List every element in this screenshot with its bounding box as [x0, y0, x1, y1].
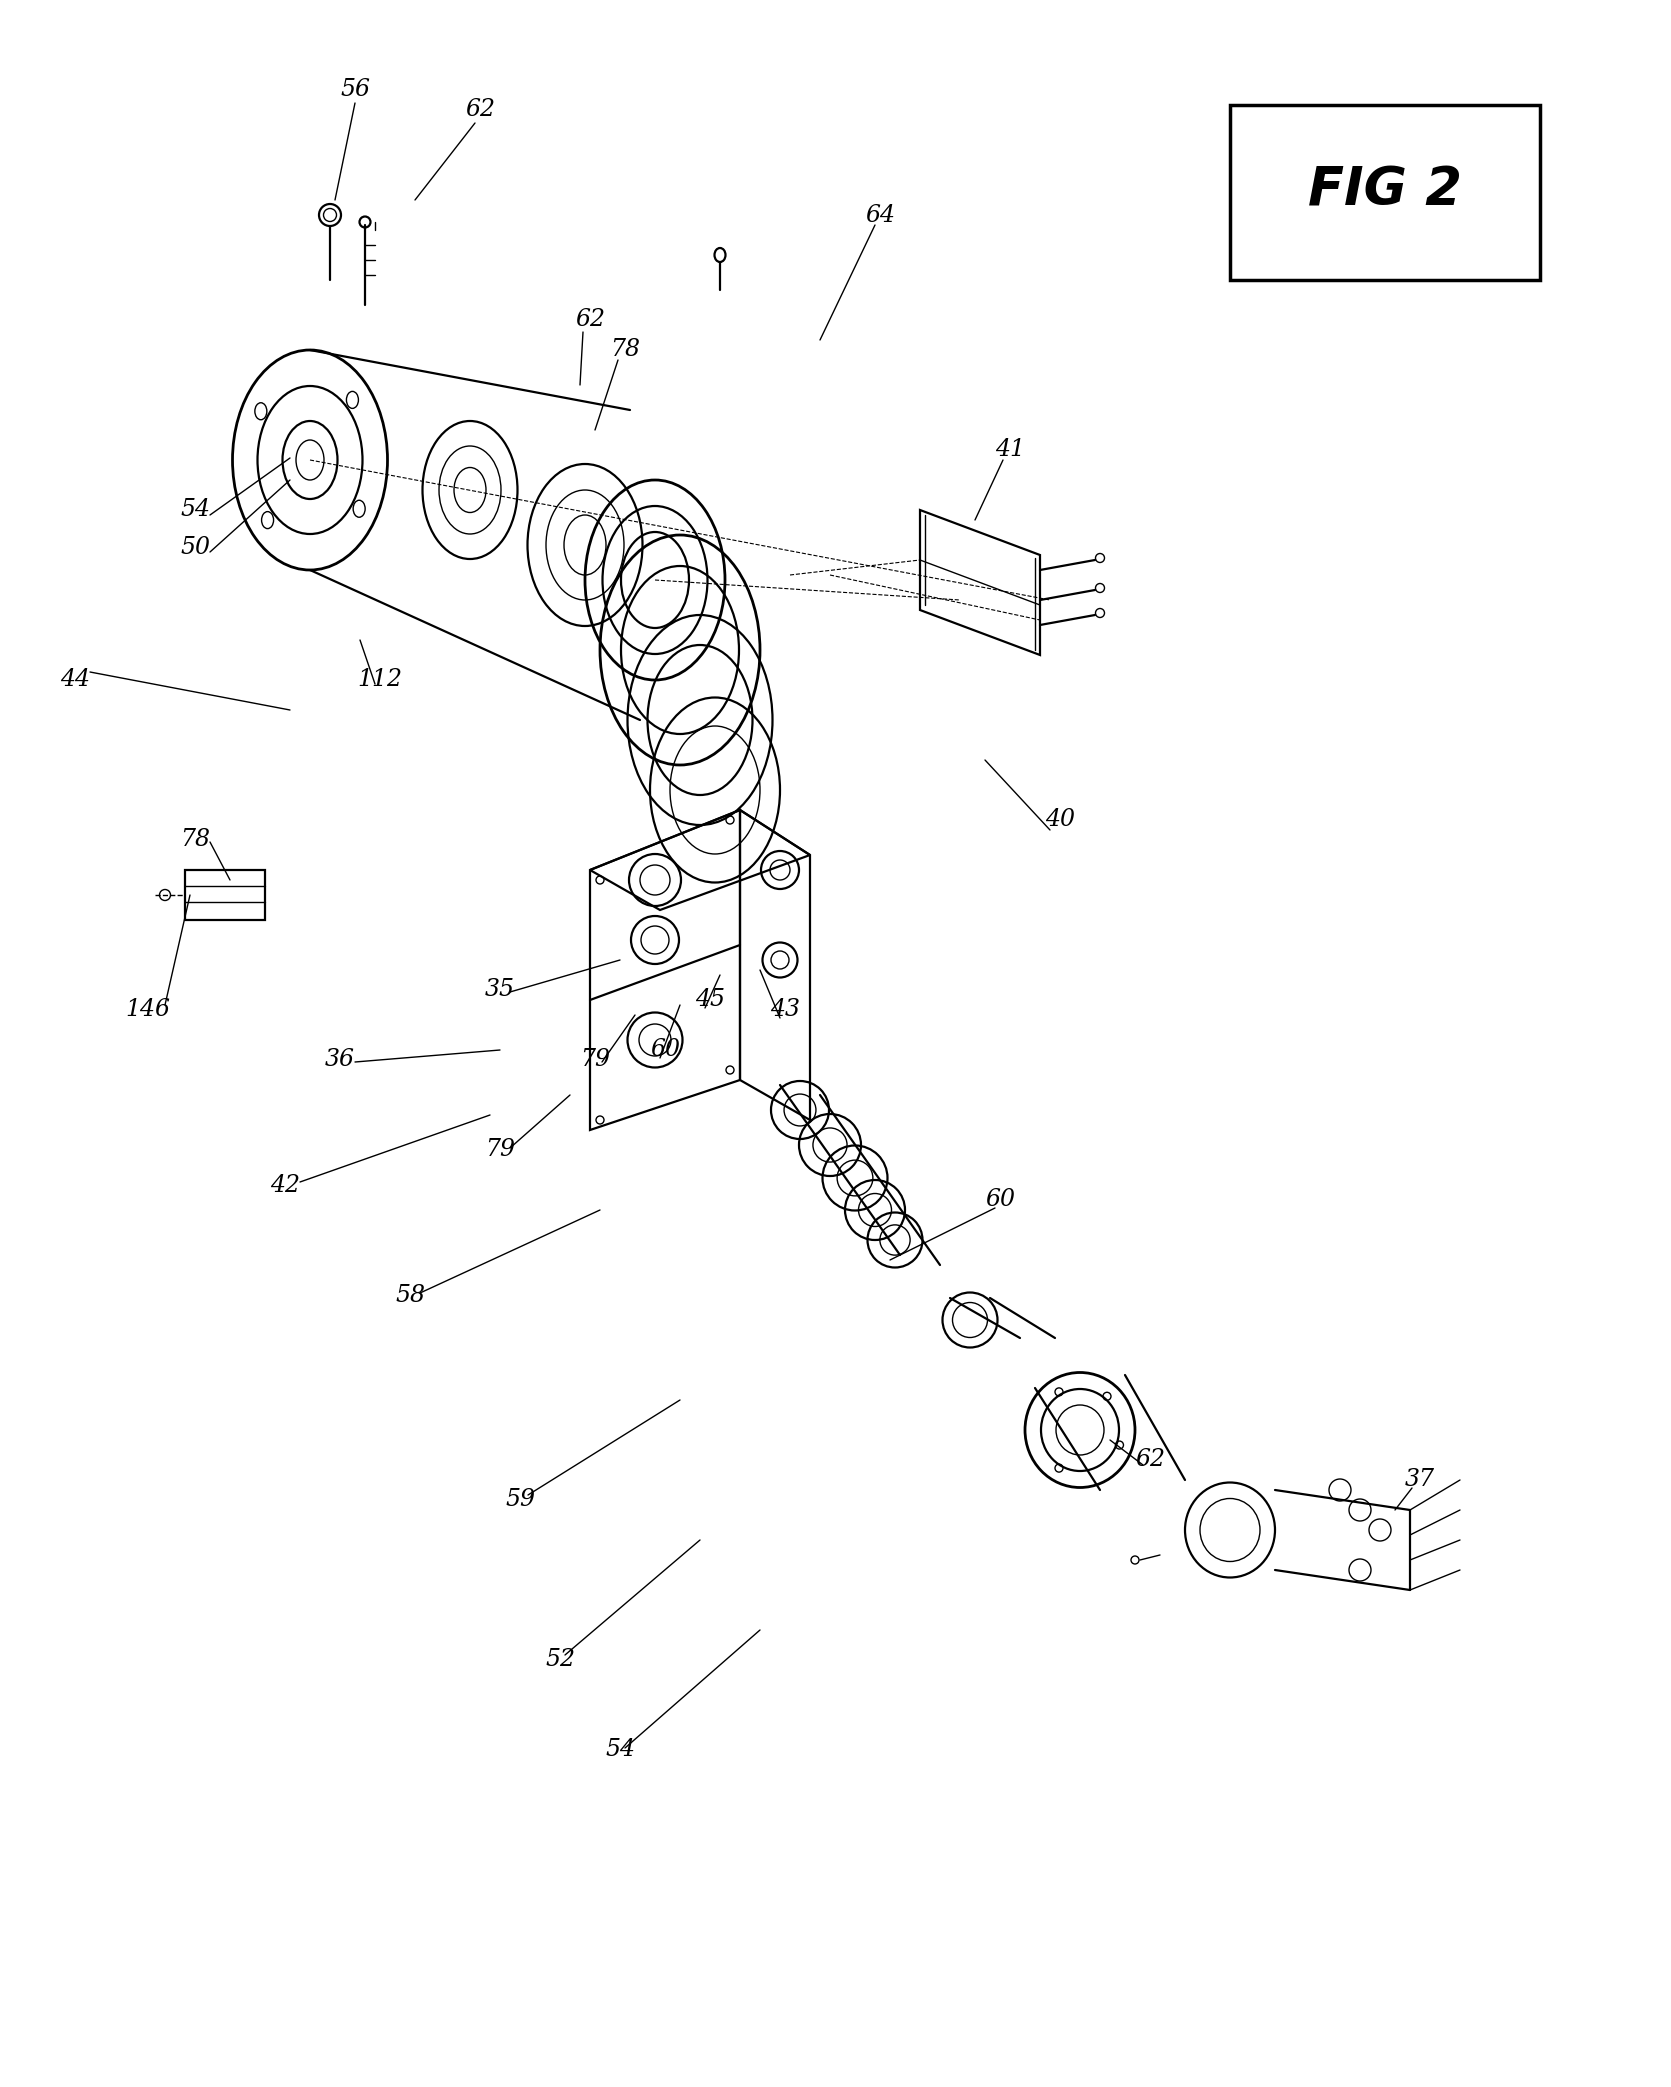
Text: 79: 79	[485, 1140, 515, 1162]
Text: 78: 78	[180, 829, 211, 851]
Text: 62: 62	[465, 98, 495, 121]
Text: 54: 54	[605, 1738, 635, 1761]
Text: 40: 40	[1044, 808, 1074, 831]
Text: 60: 60	[984, 1188, 1014, 1210]
Text: 146: 146	[125, 998, 170, 1021]
Text: 62: 62	[1135, 1448, 1165, 1471]
Text: 44: 44	[60, 668, 90, 691]
Text: 78: 78	[610, 338, 640, 361]
Bar	[1230, 104, 1541, 280]
Text: 52: 52	[545, 1649, 575, 1672]
Text: 45: 45	[695, 989, 725, 1012]
Text: 50: 50	[180, 536, 211, 559]
Text: 41: 41	[994, 438, 1024, 461]
Text: FIG 2: FIG 2	[1308, 165, 1462, 215]
Text: 59: 59	[505, 1488, 535, 1511]
Text: 42: 42	[271, 1173, 301, 1196]
Text: 43: 43	[770, 998, 800, 1021]
Text: 64: 64	[866, 205, 896, 227]
Text: 79: 79	[580, 1048, 610, 1071]
Text: 112: 112	[358, 668, 403, 691]
Text: 36: 36	[324, 1048, 354, 1071]
Text: 37: 37	[1405, 1469, 1435, 1492]
Text: 54: 54	[180, 499, 211, 522]
Text: 60: 60	[650, 1039, 680, 1062]
Text: 56: 56	[339, 79, 369, 102]
Text: 58: 58	[394, 1284, 424, 1306]
Text: 62: 62	[575, 309, 605, 332]
Text: 35: 35	[485, 979, 515, 1002]
